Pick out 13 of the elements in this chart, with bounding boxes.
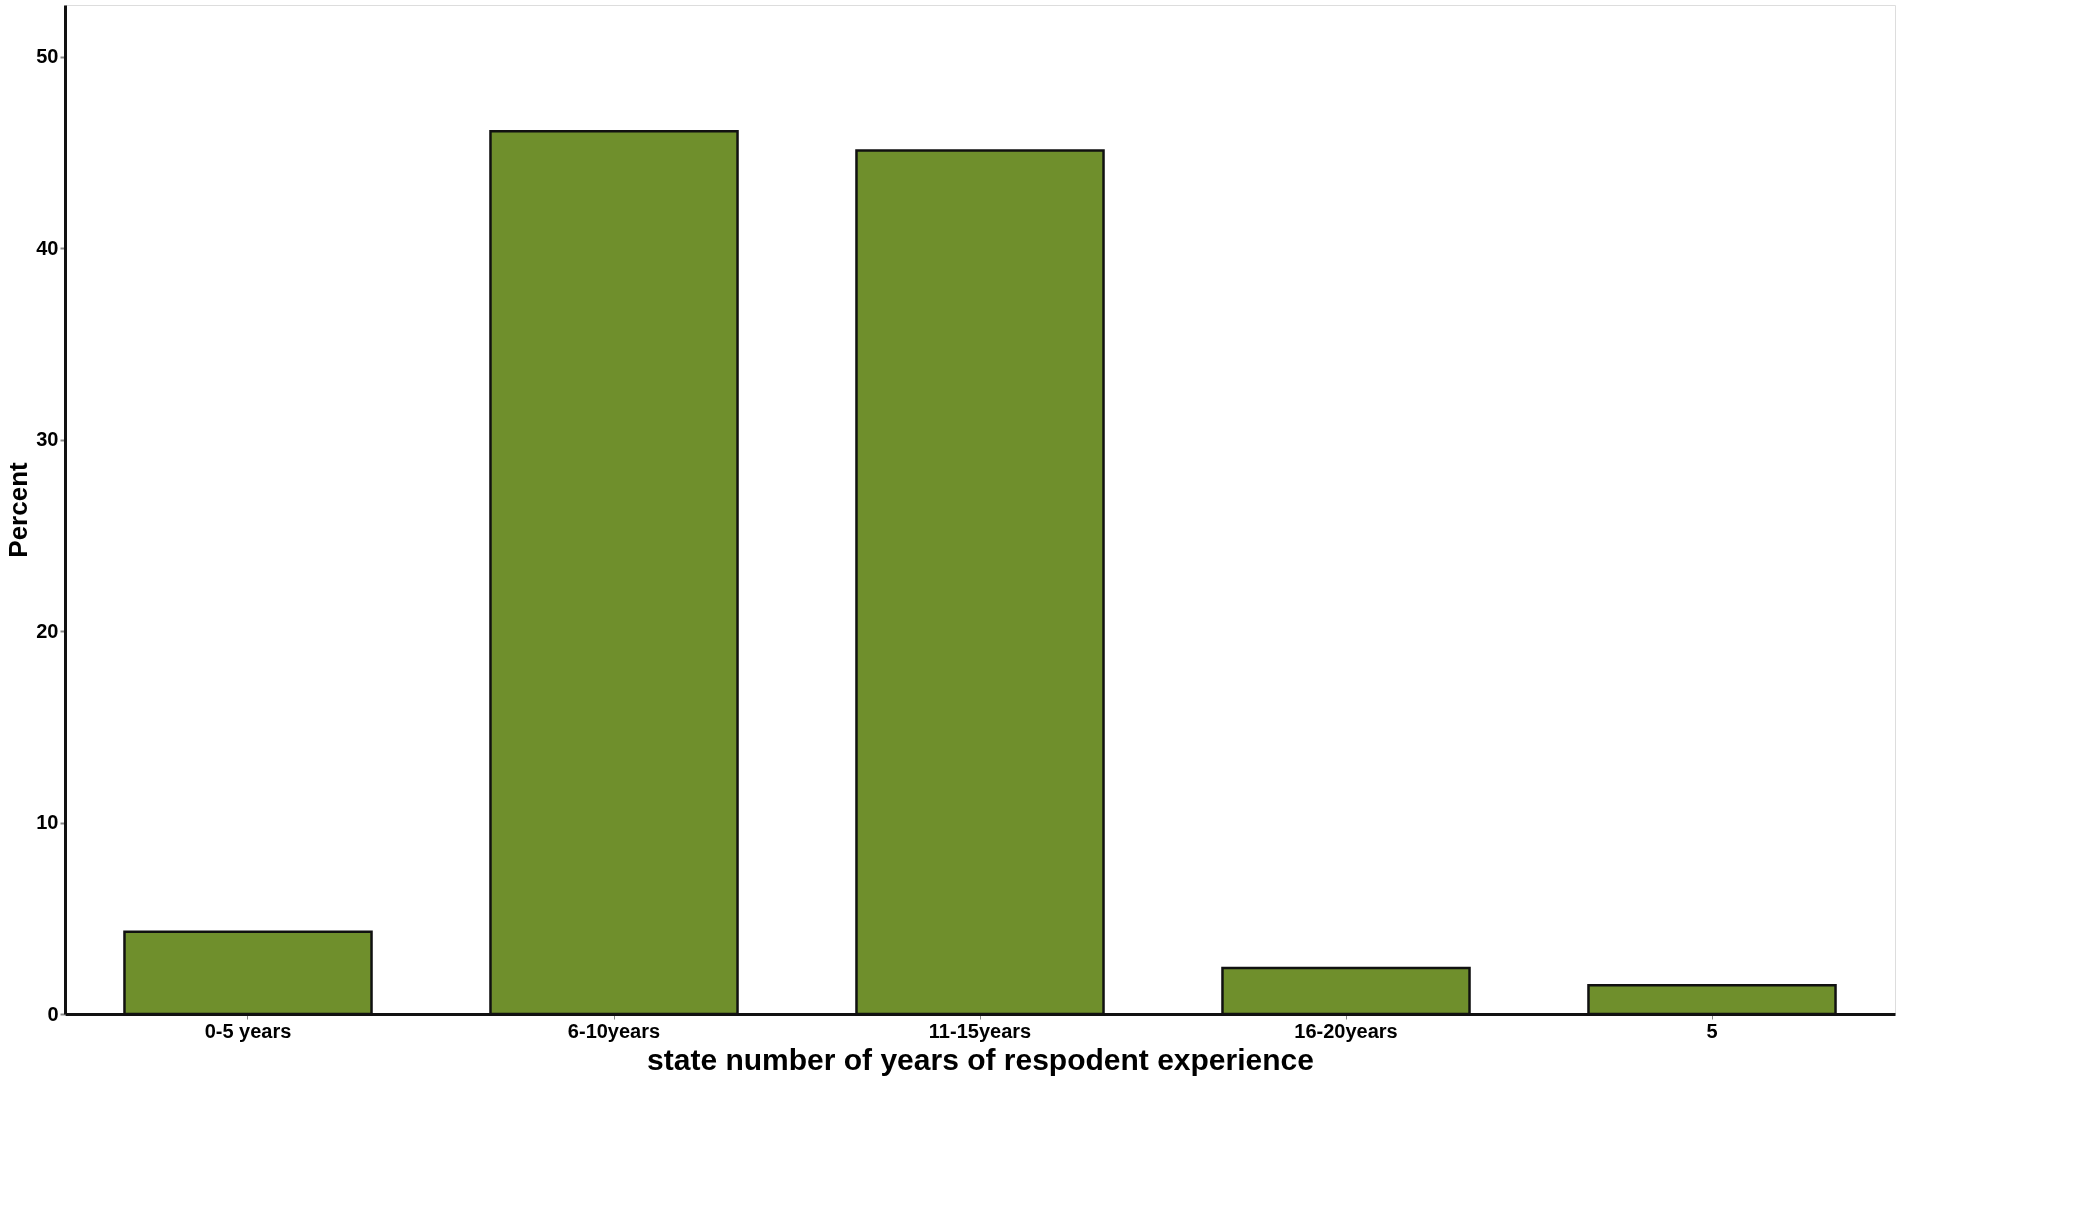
x-tick-label: 6-10years (567, 1019, 661, 1042)
y-tick-label: 30 (36, 428, 59, 451)
x-tick-label: 5 (1706, 1019, 1718, 1042)
y-tick-label: 20 (36, 619, 59, 642)
y-tick-label: 40 (36, 236, 59, 259)
x-axis-title: state number of years of respodent experience (647, 1042, 1314, 1076)
x-tick-label: 0-5 years (204, 1019, 292, 1042)
x-tick-label: 16-20years (1294, 1019, 1398, 1042)
x-tick-label: 11-15years (928, 1019, 1032, 1042)
y-tick-label: 0 (47, 1002, 59, 1025)
y-tick-label: 50 (36, 45, 59, 68)
y-tick-label: 10 (36, 811, 59, 834)
y-axis-title: Percent (3, 461, 34, 558)
